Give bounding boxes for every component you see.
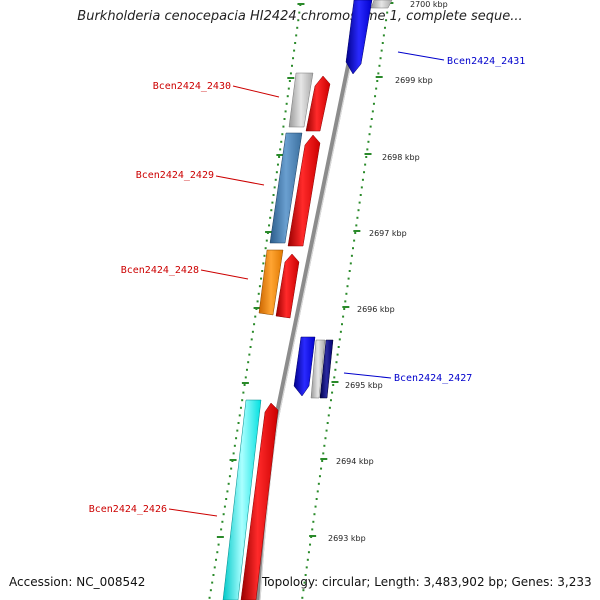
gene-leader-line bbox=[215, 175, 265, 186]
gene-label[interactable]: Bcen2424_2429 bbox=[136, 170, 214, 181]
gene-leader-line bbox=[397, 51, 445, 61]
genome-summary: Topology: circular; Length: 3,483,902 bp… bbox=[262, 575, 592, 589]
cds-bcen2431[interactable] bbox=[345, 0, 373, 75]
gene-label[interactable]: Bcen2424_2430 bbox=[153, 81, 231, 92]
ruler-tick-label: 2699 kbp bbox=[395, 76, 433, 85]
ruler-tick-labels: 2700 kbp 2699 kbp 2698 kbp 2697 kbp 2696 kbp… bbox=[328, 0, 448, 543]
gene-label[interactable]: Bcen2424_2431 bbox=[447, 56, 525, 67]
cds-bcen2428-orange[interactable] bbox=[258, 249, 284, 316]
gene-label[interactable]: Bcen2424_2426 bbox=[89, 504, 167, 515]
cds-bcen2430-red[interactable] bbox=[305, 75, 331, 132]
cds-bcen2427-navy[interactable] bbox=[319, 339, 334, 399]
ruler-tick-label: 2698 kbp bbox=[382, 153, 420, 162]
gene-leader-line bbox=[200, 269, 249, 280]
gene-labels: Bcen2424_2431 Bcen2424_2430 Bcen2424_2429 B… bbox=[89, 51, 525, 517]
gene-leader-line bbox=[168, 508, 218, 517]
backbone-highlight bbox=[259, 0, 365, 600]
accession-text: Accession: NC_008542 bbox=[9, 575, 146, 589]
cds-bcen2429-red[interactable] bbox=[287, 134, 321, 247]
ruler-tick-label: 2695 kbp bbox=[345, 381, 383, 390]
ruler-tick-label: 2700 kbp bbox=[410, 0, 448, 9]
ruler-tick-label: 2696 kbp bbox=[357, 305, 395, 314]
ruler-tick-label: 2697 kbp bbox=[369, 229, 407, 238]
cds-bcen2426-cyan[interactable] bbox=[222, 399, 262, 600]
gene-leader-line bbox=[232, 85, 280, 98]
cds-bcen2427-blue[interactable] bbox=[293, 336, 316, 397]
gene-label[interactable]: Bcen2424_2428 bbox=[121, 265, 199, 276]
cds-bcen2431-grey[interactable] bbox=[370, 0, 393, 9]
ruler-tick-label: 2694 kbp bbox=[336, 457, 374, 466]
cds-bcen2429-steel[interactable] bbox=[269, 132, 303, 244]
gene-leader-line bbox=[343, 372, 392, 379]
cds-bcen2428-red[interactable] bbox=[275, 253, 300, 319]
cds-bcen2430-grey[interactable] bbox=[288, 72, 314, 128]
map-title: Burkholderia cenocepacia HI2424 chromoso… bbox=[77, 9, 523, 24]
cds-bcen2427-grey[interactable] bbox=[310, 339, 326, 399]
cds-bcen2426-red[interactable] bbox=[240, 402, 279, 600]
ruler-tick-label: 2693 kbp bbox=[328, 534, 366, 543]
gene-label[interactable]: Bcen2424_2427 bbox=[394, 373, 472, 384]
ruler-rings bbox=[208, 2, 394, 599]
